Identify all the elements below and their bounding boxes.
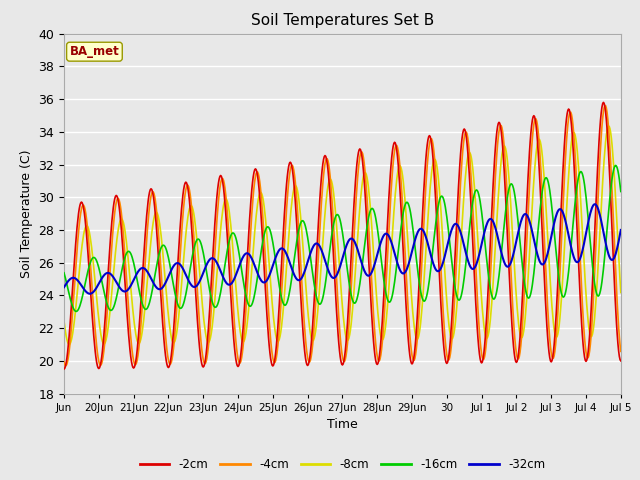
Legend: -2cm, -4cm, -8cm, -16cm, -32cm: -2cm, -4cm, -8cm, -16cm, -32cm xyxy=(135,454,550,476)
Text: BA_met: BA_met xyxy=(70,45,119,58)
Title: Soil Temperatures Set B: Soil Temperatures Set B xyxy=(251,13,434,28)
X-axis label: Time: Time xyxy=(327,418,358,431)
Y-axis label: Soil Temperature (C): Soil Temperature (C) xyxy=(20,149,33,278)
